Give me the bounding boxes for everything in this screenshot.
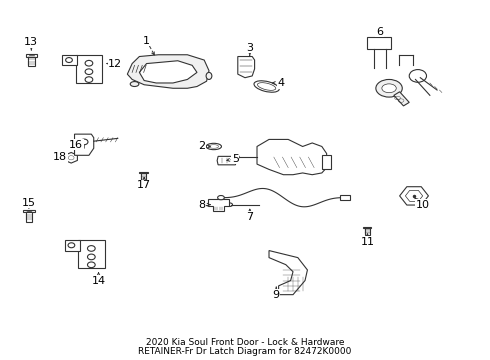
Polygon shape xyxy=(127,55,209,88)
Bar xyxy=(23,210,35,212)
Bar xyxy=(65,240,79,251)
Ellipse shape xyxy=(206,72,212,80)
Bar xyxy=(76,55,102,83)
Circle shape xyxy=(85,69,93,75)
Text: 10: 10 xyxy=(416,200,430,210)
Bar xyxy=(28,57,35,66)
Ellipse shape xyxy=(376,80,402,97)
Ellipse shape xyxy=(227,203,233,207)
Text: RETAINER-Fr Dr Latch Diagram for 82472K0000: RETAINER-Fr Dr Latch Diagram for 82472K0… xyxy=(138,347,352,356)
Bar xyxy=(139,172,148,173)
Text: 15: 15 xyxy=(22,198,36,208)
Text: 2: 2 xyxy=(198,141,205,152)
Polygon shape xyxy=(257,139,327,175)
Text: 5: 5 xyxy=(232,154,239,164)
Text: 1: 1 xyxy=(143,36,150,46)
Text: 7: 7 xyxy=(246,212,253,222)
Polygon shape xyxy=(269,251,307,294)
Circle shape xyxy=(85,77,93,82)
Text: 3: 3 xyxy=(246,43,253,53)
Ellipse shape xyxy=(218,195,224,200)
Ellipse shape xyxy=(130,82,139,86)
Text: 17: 17 xyxy=(137,180,151,190)
Ellipse shape xyxy=(257,83,276,90)
Polygon shape xyxy=(65,153,77,163)
Text: 4: 4 xyxy=(277,78,285,88)
Circle shape xyxy=(80,139,88,145)
Text: 13: 13 xyxy=(24,37,38,48)
Bar xyxy=(340,195,350,201)
Bar xyxy=(365,228,370,235)
Polygon shape xyxy=(208,199,229,211)
Circle shape xyxy=(88,254,95,260)
Circle shape xyxy=(88,246,95,251)
Text: 14: 14 xyxy=(92,275,106,285)
Ellipse shape xyxy=(254,81,279,92)
Bar xyxy=(322,155,331,170)
Text: 9: 9 xyxy=(272,290,280,300)
Polygon shape xyxy=(405,190,423,201)
Bar xyxy=(141,173,146,181)
Circle shape xyxy=(85,60,93,66)
Bar xyxy=(78,240,104,268)
Text: 6: 6 xyxy=(376,27,383,37)
Polygon shape xyxy=(217,156,236,165)
Polygon shape xyxy=(400,187,428,205)
Polygon shape xyxy=(238,57,255,78)
Bar xyxy=(25,54,37,57)
Circle shape xyxy=(88,262,95,267)
Circle shape xyxy=(68,156,74,160)
Bar xyxy=(62,55,77,66)
Text: 11: 11 xyxy=(361,237,374,247)
Circle shape xyxy=(66,58,73,63)
Bar xyxy=(368,37,392,49)
Ellipse shape xyxy=(382,84,396,93)
Text: 12: 12 xyxy=(108,59,122,68)
Text: 8: 8 xyxy=(198,200,205,210)
Ellipse shape xyxy=(206,143,221,150)
Polygon shape xyxy=(394,92,409,106)
Circle shape xyxy=(68,243,75,248)
Polygon shape xyxy=(74,134,94,155)
Ellipse shape xyxy=(232,155,239,159)
Text: 18: 18 xyxy=(53,152,67,162)
Text: 16: 16 xyxy=(69,140,83,150)
Bar xyxy=(364,227,371,228)
Bar xyxy=(25,212,32,222)
Text: 2020 Kia Soul Front Door - Lock & Hardware: 2020 Kia Soul Front Door - Lock & Hardwa… xyxy=(146,338,344,347)
Ellipse shape xyxy=(209,145,219,148)
Polygon shape xyxy=(139,61,197,83)
